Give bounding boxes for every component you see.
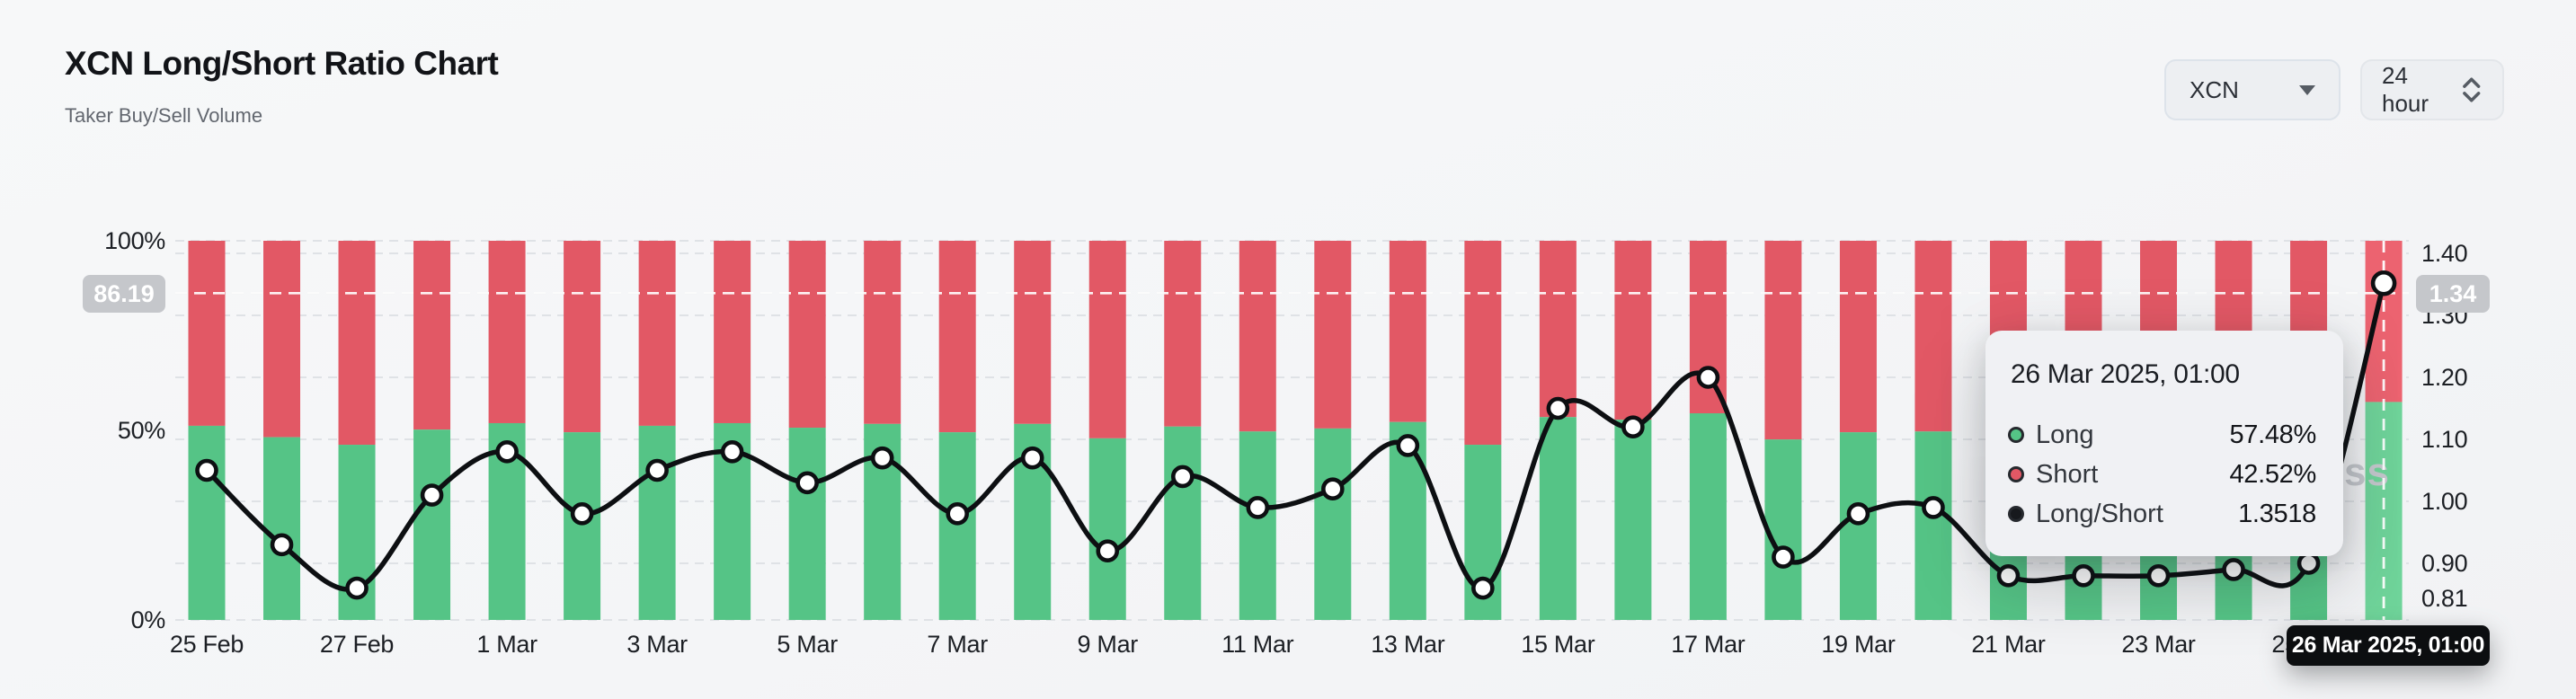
bar-short[interactable] xyxy=(938,241,976,433)
tooltip-ratio-value: 1.3518 xyxy=(2238,499,2316,528)
tooltip-row-long: Long 57.48% xyxy=(2011,415,2316,455)
watermark-text: ss xyxy=(2344,450,2390,494)
bar-short[interactable] xyxy=(1764,241,1802,440)
ratio-line-point[interactable] xyxy=(495,439,519,464)
chart-tooltip: 26 Mar 2025, 01:00 Long 57.48% Short 42.… xyxy=(1985,331,2343,556)
bar-long[interactable] xyxy=(1914,431,1952,620)
short-series-dot-icon xyxy=(2011,469,2021,480)
ratio-line-point[interactable] xyxy=(1246,496,1270,519)
tooltip-short-value: 42.52% xyxy=(2229,459,2316,489)
ratio-line-point[interactable] xyxy=(1922,496,1945,519)
ratio-line-point[interactable] xyxy=(1696,366,1720,389)
bar-short[interactable] xyxy=(1014,241,1052,424)
bar-long[interactable] xyxy=(788,428,826,620)
bar-short[interactable] xyxy=(1239,241,1276,432)
bar-long[interactable] xyxy=(263,437,301,620)
bar-short[interactable] xyxy=(488,241,526,423)
ratio-line-point[interactable] xyxy=(795,471,819,495)
tooltip-date: 26 Mar 2025, 01:00 xyxy=(2011,359,2240,389)
bar-long[interactable] xyxy=(413,429,451,620)
ratio-line-point[interactable] xyxy=(270,533,294,557)
bar-short[interactable] xyxy=(714,241,751,423)
bar-short[interactable] xyxy=(413,241,451,430)
bar-long[interactable] xyxy=(1314,428,1352,620)
ratio-series-dot-icon xyxy=(2011,509,2021,519)
ratio-line-point[interactable] xyxy=(2222,558,2245,581)
ratio-line-point[interactable] xyxy=(2370,270,2397,296)
bar-long[interactable] xyxy=(638,425,676,620)
ratio-line-point[interactable] xyxy=(1096,539,1120,563)
bar-short[interactable] xyxy=(1539,241,1577,418)
crosshair-right-value-badge: 1.34 xyxy=(2416,275,2490,313)
ratio-line-point[interactable] xyxy=(645,458,669,482)
bar-short[interactable] xyxy=(1914,241,1952,432)
page-subtitle: Taker Buy/Sell Volume xyxy=(65,104,263,127)
bar-long[interactable] xyxy=(564,432,601,620)
ratio-line-point[interactable] xyxy=(1396,434,1420,457)
bar-short[interactable] xyxy=(1839,241,1877,433)
tooltip-long-label: Long xyxy=(2036,420,2094,449)
tooltip-row-short: Short 42.52% xyxy=(2011,455,2316,494)
bar-long[interactable] xyxy=(1614,420,1652,620)
bar-long[interactable] xyxy=(1164,426,1202,620)
ratio-line-point[interactable] xyxy=(1846,501,1870,526)
bar-long[interactable] xyxy=(188,425,226,620)
ratio-line-point[interactable] xyxy=(420,483,444,507)
bar-long[interactable] xyxy=(938,432,976,620)
bar-short[interactable] xyxy=(788,241,826,429)
ratio-line-point[interactable] xyxy=(1471,576,1495,600)
ratio-line-point[interactable] xyxy=(1621,415,1645,439)
page-title: XCN Long/Short Ratio Chart xyxy=(65,45,499,82)
tooltip-short-label: Short xyxy=(2036,459,2099,489)
chevron-up-down-icon xyxy=(2462,77,2480,102)
bar-long[interactable] xyxy=(1689,413,1727,620)
symbol-select-value: XCN xyxy=(2190,75,2239,103)
bar-long[interactable] xyxy=(1764,439,1802,620)
long-series-dot-icon xyxy=(2011,429,2021,440)
tooltip-row-ratio: Long/Short 1.3518 xyxy=(2011,494,2316,534)
bar-short[interactable] xyxy=(1464,241,1502,446)
tooltip-ratio-label: Long/Short xyxy=(2036,499,2163,528)
ratio-line-point[interactable] xyxy=(570,501,594,526)
ratio-line-point[interactable] xyxy=(1170,465,1195,489)
bar-short[interactable] xyxy=(1389,241,1426,422)
bar-short[interactable] xyxy=(1088,241,1126,438)
ratio-line-point[interactable] xyxy=(1321,477,1345,501)
bar-long[interactable] xyxy=(1839,432,1877,620)
bar-short[interactable] xyxy=(638,241,676,426)
ratio-line-point[interactable] xyxy=(1996,563,2021,588)
bar-short[interactable] xyxy=(1314,241,1352,429)
ratio-line-point[interactable] xyxy=(946,501,969,526)
bar-short[interactable] xyxy=(564,241,601,433)
ratio-line-point[interactable] xyxy=(1020,446,1044,470)
ratio-line-point[interactable] xyxy=(195,458,218,482)
bar-short[interactable] xyxy=(1164,241,1202,427)
bar-long[interactable] xyxy=(1239,431,1276,620)
ratio-line-point[interactable] xyxy=(870,446,894,470)
ratio-line-point[interactable] xyxy=(345,576,369,600)
ratio-line-point[interactable] xyxy=(720,439,744,464)
bar-long[interactable] xyxy=(1088,438,1126,620)
bar-short[interactable] xyxy=(188,241,226,426)
caret-down-icon xyxy=(2299,84,2315,95)
symbol-select[interactable]: XCN xyxy=(2164,59,2341,120)
crosshair-left-value-badge: 86.19 xyxy=(83,275,165,313)
ratio-line-point[interactable] xyxy=(2072,563,2095,588)
ratio-line-point[interactable] xyxy=(1772,545,1795,569)
ratio-line-point[interactable] xyxy=(1546,396,1570,420)
bar-long[interactable] xyxy=(1539,417,1577,620)
crosshair-date-badge: 26 Mar 2025, 01:00 xyxy=(2287,625,2490,666)
bar-short[interactable] xyxy=(263,241,301,438)
ratio-line-point[interactable] xyxy=(2146,563,2171,588)
interval-select-value: 24 hour xyxy=(2382,62,2429,117)
interval-select[interactable]: 24 hour xyxy=(2360,59,2504,120)
bar-short[interactable] xyxy=(338,241,376,446)
bar-short[interactable] xyxy=(1614,241,1652,420)
bar-short[interactable] xyxy=(864,241,902,424)
ratio-line-point[interactable] xyxy=(2296,552,2321,575)
tooltip-long-value: 57.48% xyxy=(2229,420,2316,449)
